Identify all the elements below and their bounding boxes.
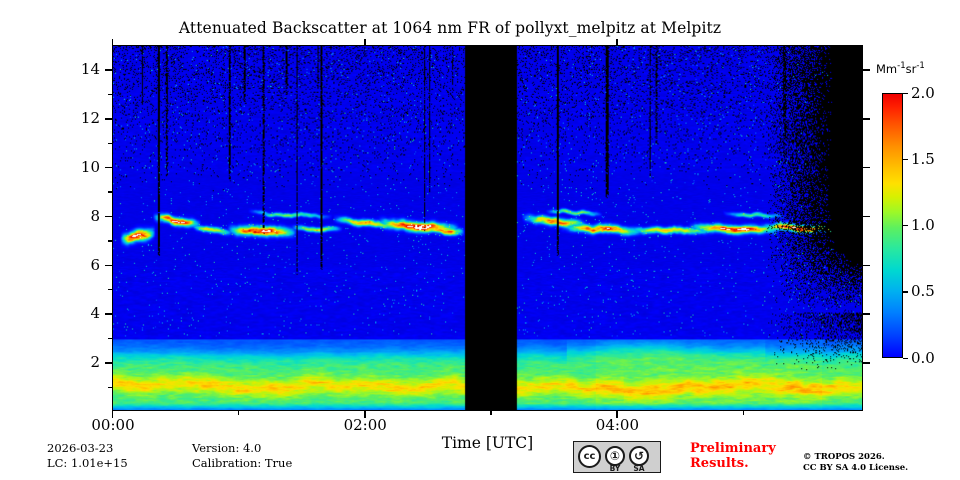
y-tick-label-8: 8 <box>90 206 100 225</box>
y-tick-right-4 <box>863 313 870 315</box>
footer-lidar-constant: LC: 1.01e+15 <box>47 456 128 470</box>
y-tick-right-8 <box>863 215 870 218</box>
x-tick-top-0200 <box>364 39 366 45</box>
colorbar-label-05: 0.5 <box>911 282 935 301</box>
y-tick-4 <box>105 313 112 315</box>
cc-by-label: BY <box>609 464 621 473</box>
footer-date: 2026-03-23 <box>47 441 114 455</box>
y-tick-14 <box>105 69 112 71</box>
x-tick-0000 <box>112 411 114 418</box>
colorbar-tick-15 <box>903 159 908 161</box>
footer-version: Version: 4.0 <box>192 441 262 455</box>
colorbar[interactable] <box>882 93 903 358</box>
colorbar-unit-sr: sr <box>905 61 917 76</box>
copyright-line-2: CC BY SA 4.0 License. <box>803 463 909 473</box>
cc-by-icon: ① <box>605 446 625 466</box>
x-tick-minor-0500 <box>742 411 744 415</box>
y-tick-label-14: 14 <box>80 60 100 79</box>
colorbar-label-10: 1.0 <box>911 216 935 235</box>
colorbar-tick-0 <box>903 357 908 359</box>
y-tick-minor-13 <box>108 93 112 96</box>
y-tick-label-6: 6 <box>90 255 100 274</box>
colorbar-tick-05 <box>903 291 908 293</box>
cc-sa-icon: ↺ <box>629 446 649 466</box>
copyright-line-1: © TROPOS 2026. <box>803 452 885 462</box>
y-tick-label-12: 12 <box>80 109 100 128</box>
preliminary-line-1: Preliminary <box>690 441 776 456</box>
y-tick-minor-7 <box>108 240 112 242</box>
y-tick-right-2 <box>863 362 870 364</box>
copyright-notice: © TROPOS 2026. CC BY SA 4.0 License. <box>803 452 908 474</box>
preliminary-line-2: Results. <box>690 456 749 471</box>
y-tick-minor-1 <box>108 386 112 388</box>
y-tick-10 <box>105 167 112 169</box>
y-tick-right-10 <box>863 167 870 169</box>
colorbar-unit-label: Mm-1sr-1 <box>876 61 925 76</box>
cc-logo-icon: cc <box>578 445 601 468</box>
x-axis-label: Time [UTC] <box>441 434 534 452</box>
y-tick-label-10: 10 <box>80 158 100 176</box>
y-tick-minor-9 <box>108 191 112 193</box>
x-tick-label-0200: 02:00 <box>343 416 387 434</box>
y-tick-8 <box>105 215 112 218</box>
preliminary-results-notice: Preliminary Results. <box>690 441 776 471</box>
x-tick-label-0400: 04:00 <box>595 416 640 434</box>
colorbar-tick-10 <box>903 225 908 227</box>
colorbar-tick-20 <box>903 93 908 95</box>
plot-area[interactable] <box>112 45 863 411</box>
colorbar-label-0: 0.0 <box>911 348 935 367</box>
cc-sa-label: SA <box>633 464 645 473</box>
y-tick-minor-3 <box>108 337 112 340</box>
y-tick-minor-5 <box>108 289 112 291</box>
colorbar-unit-mm: Mm <box>876 61 898 76</box>
x-tick-top-0400 <box>616 39 618 45</box>
backscatter-heatmap <box>113 46 862 410</box>
y-tick-label-2: 2 <box>90 353 100 372</box>
y-tick-6 <box>105 264 112 266</box>
cc-license-badge[interactable]: cc ① ↺ BY SA <box>573 441 661 473</box>
y-tick-minor-11 <box>108 142 112 144</box>
colorbar-label-15: 1.5 <box>911 150 935 168</box>
colorbar-label-20: 2.0 <box>911 84 935 102</box>
footer-calibration: Calibration: True <box>192 456 293 470</box>
x-tick-minor-0100 <box>238 411 240 415</box>
colorbar-unit-exp2: -1 <box>916 61 925 71</box>
x-tick-0400 <box>616 411 618 418</box>
colorbar-unit-exp1: -1 <box>897 61 906 71</box>
y-tick-right-14 <box>863 69 870 71</box>
y-tick-label-4: 4 <box>90 304 100 323</box>
x-tick-label-0000: 00:00 <box>91 416 135 434</box>
x-tick-0200 <box>364 411 366 418</box>
y-tick-2 <box>105 362 112 364</box>
x-tick-top-0000 <box>112 39 114 45</box>
x-tick-minor-0300 <box>490 411 492 415</box>
figure-title: Attenuated Backscatter at 1064 nm FR of … <box>178 19 722 37</box>
y-tick-right-6 <box>863 264 870 266</box>
y-tick-12 <box>105 118 112 120</box>
y-tick-right-12 <box>863 118 870 120</box>
